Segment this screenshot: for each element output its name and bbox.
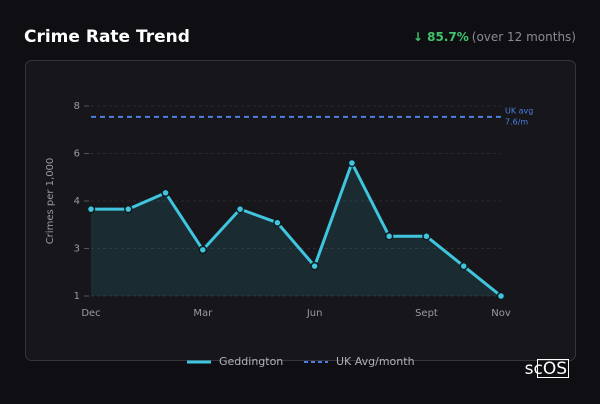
x-tick-label: Mar [193,308,213,319]
watermark: scOS [525,359,567,379]
change-summary: ↓ 85.7% (over 12 months) [413,30,576,44]
y-tick-label: 8 [74,101,80,112]
x-tick-label: Dec [81,308,100,319]
point [124,204,133,214]
x-tick-label: Jun [306,308,323,319]
legend-label: UK Avg/month [336,355,415,368]
chart-title: Crime Rate Trend [24,27,190,47]
line [91,161,502,298]
chart-panel [25,60,576,361]
point [422,232,431,241]
y-tick-label: 3 [74,244,80,255]
point [235,204,245,214]
y-tick-label: 1 [74,291,80,302]
point [273,218,282,227]
watermark-box [537,359,569,378]
reference-label: 7.6/m [505,117,528,126]
point [86,204,96,214]
change-value: ↓ 85.7% [413,30,469,44]
point [310,261,319,271]
y-tick-label: 4 [74,196,80,207]
x-tick-label: Sept [415,308,438,319]
point [496,291,506,301]
legend-label: Geddington [219,355,283,368]
change-note: (over 12 months) [472,30,576,44]
y-axis-label: Crimes per 1,000 [45,158,56,245]
point [347,158,357,168]
point [384,232,394,241]
point [459,261,468,271]
x-tick-label: Nov [491,308,511,319]
y-tick-label: 6 [74,149,80,160]
point [198,245,208,255]
point [161,188,170,198]
reference-label: UK avg [505,106,533,115]
area [91,163,501,296]
